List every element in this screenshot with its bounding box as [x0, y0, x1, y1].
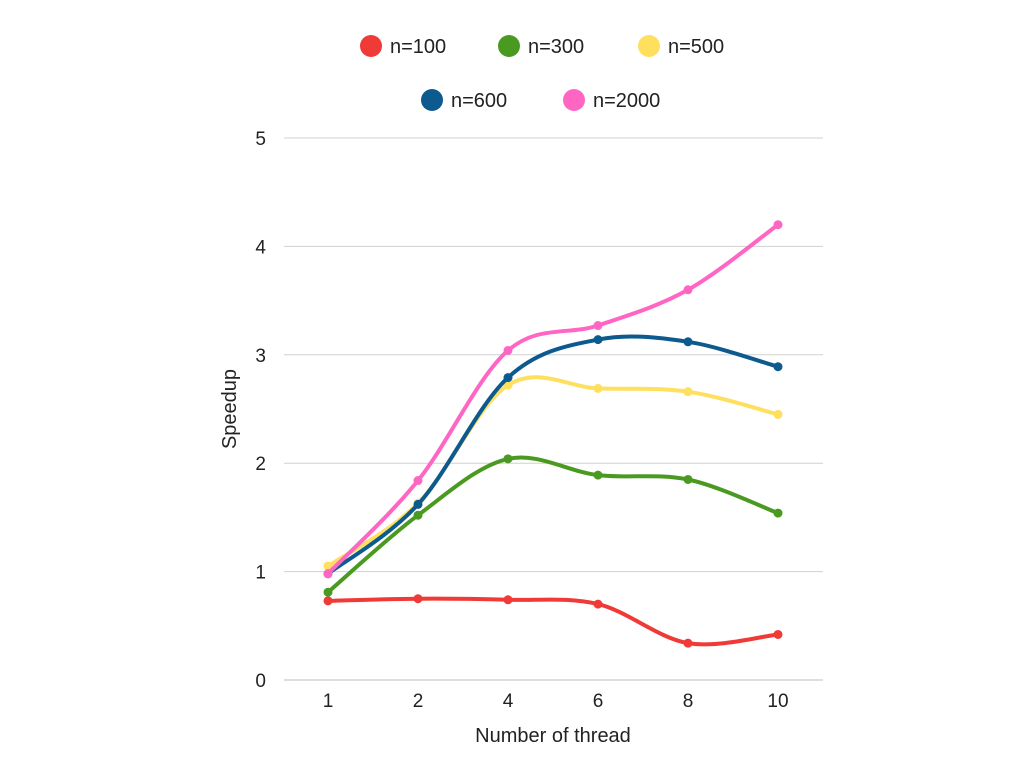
legend-item: n=300	[498, 35, 584, 58]
series-group	[323, 220, 783, 648]
legend-label: n=2000	[593, 90, 660, 112]
data-point	[683, 387, 693, 397]
data-point	[413, 476, 423, 486]
data-point	[413, 510, 423, 520]
data-point	[323, 587, 333, 597]
data-point	[323, 569, 333, 579]
series-n-300	[323, 454, 783, 597]
series-n-100	[323, 594, 783, 648]
y-tick-label: 5	[255, 129, 266, 150]
legend-marker	[638, 35, 660, 57]
data-point	[503, 345, 513, 355]
y-axis-ticks: 0 1 2 3 4 5	[255, 129, 266, 692]
data-point	[503, 454, 513, 464]
legend-item: n=500	[638, 35, 724, 58]
data-point	[683, 337, 693, 347]
data-point	[503, 373, 513, 383]
data-point	[323, 596, 333, 606]
legend-label: n=100	[390, 36, 446, 58]
legend-item: n=2000	[563, 89, 660, 112]
data-point	[413, 499, 423, 509]
x-axis-ticks: 1 2 4 6 8 10	[323, 691, 789, 712]
series-line	[326, 596, 780, 647]
legend-label: n=500	[668, 36, 724, 58]
data-point	[683, 285, 693, 295]
data-point	[413, 594, 423, 604]
legend: n=100 n=300 n=500 n=600 n=2000	[360, 35, 724, 112]
legend-marker	[498, 35, 520, 57]
series-line	[326, 334, 780, 576]
data-point	[773, 409, 783, 419]
y-tick-label: 3	[255, 346, 266, 367]
y-tick-label: 1	[255, 563, 266, 584]
data-point	[593, 383, 603, 393]
data-point	[773, 362, 783, 372]
series-line	[326, 375, 780, 569]
legend-marker	[421, 89, 443, 111]
series-line	[326, 222, 780, 576]
data-point	[773, 629, 783, 639]
x-tick-label: 2	[413, 691, 424, 712]
legend-marker	[360, 35, 382, 57]
series-n-500	[323, 375, 783, 571]
data-point	[323, 561, 333, 571]
legend-label: n=600	[451, 90, 507, 112]
data-point	[773, 220, 783, 230]
data-point	[773, 508, 783, 518]
x-axis-title: Number of thread	[475, 725, 631, 747]
data-point	[593, 599, 603, 609]
legend-label: n=300	[528, 36, 584, 58]
legend-item: n=100	[360, 35, 446, 58]
data-point	[593, 335, 603, 345]
data-point	[683, 474, 693, 484]
y-tick-label: 4	[255, 237, 266, 258]
x-tick-label: 4	[503, 691, 514, 712]
data-point	[503, 380, 513, 390]
data-point	[593, 321, 603, 331]
y-tick-label: 0	[255, 671, 266, 692]
x-tick-label: 8	[683, 691, 694, 712]
series-n-2000	[323, 220, 783, 579]
series-n-600	[323, 334, 783, 579]
x-tick-label: 1	[323, 691, 334, 712]
y-tick-label: 2	[255, 454, 266, 475]
legend-marker	[563, 89, 585, 111]
x-tick-label: 6	[593, 691, 604, 712]
series-line	[326, 455, 780, 595]
data-point	[503, 595, 513, 605]
data-point	[593, 470, 603, 480]
data-point	[683, 638, 693, 648]
legend-item: n=600	[421, 89, 507, 112]
x-tick-label: 10	[767, 691, 788, 712]
y-axis-title: Speedup	[219, 369, 241, 449]
